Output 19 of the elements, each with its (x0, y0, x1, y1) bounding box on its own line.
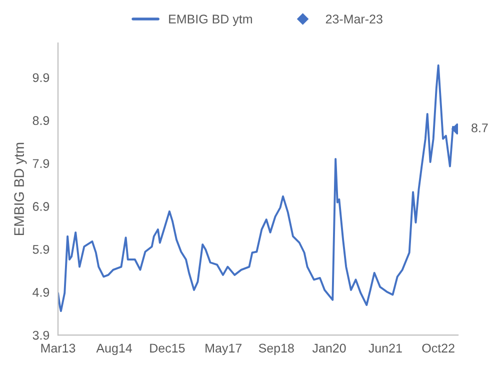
y-tick-label: 4.9 (32, 288, 50, 297)
x-tick-label: Sep18 (258, 344, 294, 356)
y-tick-label: 8.9 (32, 116, 50, 126)
x-tick-label: Oct22 (422, 344, 454, 353)
x-tick-label: Jan20 (312, 344, 346, 353)
x-tick-label: Mar13 (41, 344, 76, 353)
x-tick-label: May17 (206, 344, 242, 356)
legend-label: EMBIG BD ytm (169, 14, 252, 26)
y-tick-label: 5.9 (32, 244, 50, 254)
y-tick-label: 3.9 (32, 330, 50, 340)
y-tick-label: 9.9 (32, 73, 50, 82)
data-label: 8.7 (472, 123, 488, 132)
x-tick-label: Jun21 (368, 344, 402, 353)
x-tick-label: Aug14 (96, 344, 132, 356)
x-tick-label: Dec15 (150, 344, 185, 353)
y-tick-label: 6.9 (32, 202, 50, 211)
y-axis-title: EMBIG BD ytm (14, 142, 27, 235)
y-tick-label: 7.9 (32, 159, 50, 168)
legend-label: 23-Mar-23 (326, 14, 382, 24)
